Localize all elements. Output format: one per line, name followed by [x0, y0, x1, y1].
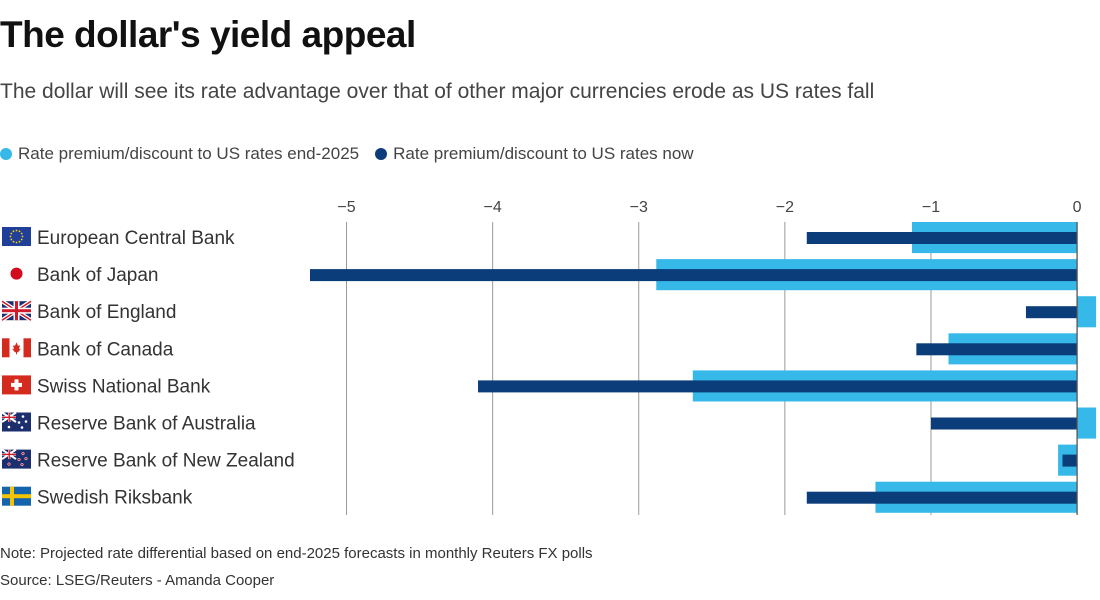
footnote: Note: Projected rate differential based …	[0, 545, 593, 562]
bar-now	[930, 417, 1078, 430]
legend-label-now: Rate premium/discount to US rates now	[393, 144, 694, 163]
category-label: Bank of Canada	[37, 339, 174, 360]
source-credit: Source: LSEG/Reuters - Amanda Cooper	[0, 572, 275, 589]
tick-label: −2	[776, 199, 794, 216]
bar-end2025	[1077, 407, 1097, 439]
bar-now	[478, 380, 1078, 393]
new-zealand-flag-icon	[1, 448, 31, 469]
bar-now	[1062, 454, 1078, 467]
category-label: Reserve Bank of New Zealand	[37, 451, 295, 472]
chart-title: The dollar's yield appeal	[0, 14, 416, 55]
legend-swatch-end2025	[0, 148, 12, 160]
australia-flag-icon	[1, 411, 31, 432]
category-label: Reserve Bank of Australia	[37, 414, 256, 435]
tick-label: −4	[484, 199, 502, 216]
japan-flag-icon	[2, 264, 31, 284]
category-label: Bank of England	[37, 302, 176, 323]
legend-swatch-now	[375, 148, 388, 160]
category-label: Bank of Japan	[37, 265, 158, 286]
category-label: Swedish Riksbank	[37, 488, 193, 509]
chart-subtitle: The dollar will see its rate advantage o…	[0, 80, 875, 103]
eu-flag-icon	[2, 227, 31, 246]
tick-label: −5	[337, 199, 355, 216]
bar-now	[916, 343, 1078, 356]
category-label: Swiss National Bank	[37, 376, 211, 397]
canada-flag-icon	[2, 338, 31, 358]
category-label: European Central Bank	[37, 228, 235, 249]
legend-item-end2025: Rate premium/discount to US rates end-20…	[0, 144, 359, 164]
bar-now	[310, 269, 1078, 282]
uk-flag-icon	[0, 299, 33, 322]
legend-label-end2025: Rate premium/discount to US rates end-20…	[18, 144, 360, 163]
switzerland-flag-icon	[2, 375, 31, 395]
bar-end2025	[1077, 296, 1097, 328]
bar-now	[806, 491, 1078, 504]
bar-now	[806, 232, 1078, 244]
tick-label: −3	[630, 199, 648, 216]
bar-now	[1025, 306, 1078, 319]
sweden-flag-icon	[2, 486, 31, 506]
tick-label: −1	[922, 199, 940, 216]
tick-label: 0	[1073, 199, 1082, 216]
legend-item-now: Rate premium/discount to US rates now	[375, 144, 694, 164]
legend: Rate premium/discount to US rates end-20…	[0, 144, 710, 164]
